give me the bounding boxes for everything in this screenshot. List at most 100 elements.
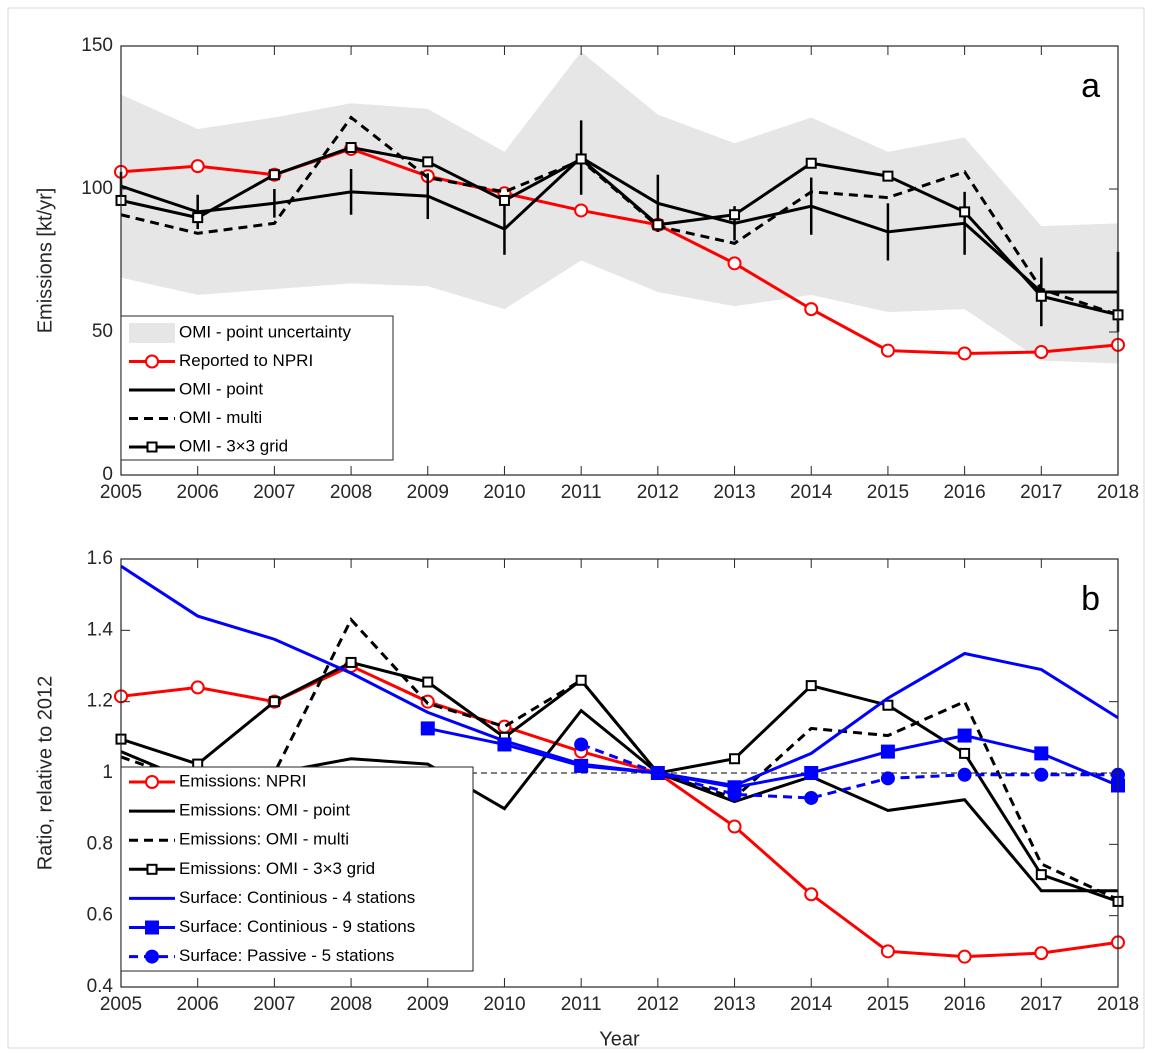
- legend-label: Emissions: OMI - 3×3 grid: [179, 859, 375, 878]
- marker: [145, 775, 159, 789]
- marker: [422, 676, 434, 688]
- x-tick-label: 2011: [561, 482, 602, 503]
- marker: [729, 753, 741, 765]
- legend-label: OMI - point uncertainty: [179, 322, 351, 341]
- marker: [422, 156, 434, 168]
- marker: [575, 153, 587, 165]
- panel-label: b: [1081, 580, 1100, 618]
- marker: [804, 887, 819, 902]
- x-tick-label: 2008: [330, 482, 372, 503]
- series-line: [427, 726, 1119, 789]
- marker: [804, 766, 819, 780]
- x-tick-label: 2009: [407, 482, 449, 503]
- marker: [1034, 746, 1049, 761]
- marker: [880, 771, 895, 786]
- y-tick-label: 1.4: [87, 619, 114, 640]
- legend-label: Surface: Continious - 9 stations: [179, 917, 415, 936]
- axes-box: [120, 45, 1119, 476]
- marker: [268, 696, 280, 708]
- x-tick-label: 2015: [867, 994, 909, 1015]
- marker: [420, 721, 435, 736]
- series-line: [120, 115, 1119, 317]
- x-tick-label: 2006: [177, 994, 219, 1015]
- y-tick-label: 0.4: [87, 976, 114, 997]
- marker: [1035, 290, 1047, 302]
- marker: [957, 346, 972, 361]
- x-tick-label: 2011: [561, 994, 602, 1015]
- series-line: [120, 660, 1119, 903]
- x-tick-label: 2018: [1097, 994, 1139, 1015]
- x-tick-label: 2018: [1097, 482, 1139, 503]
- marker: [882, 170, 894, 182]
- marker: [574, 203, 589, 218]
- x-tick-label: 2014: [790, 482, 833, 503]
- marker: [727, 787, 742, 802]
- marker: [727, 256, 742, 271]
- marker: [190, 680, 205, 695]
- legend-label: Surface: Continious - 4 stations: [179, 888, 415, 907]
- x-tick-label: 2010: [483, 482, 525, 503]
- x-tick-label: 2016: [943, 482, 985, 503]
- y-tick-label: 0.6: [87, 905, 113, 926]
- y-tick-label: 100: [81, 178, 113, 199]
- y-tick-label: 1.6: [87, 548, 113, 569]
- panel-label: a: [1081, 67, 1100, 105]
- x-tick-label: 2007: [253, 994, 295, 1015]
- series-line: [580, 743, 1118, 800]
- legend-label: Emissions: OMI - multi: [179, 830, 349, 849]
- y-tick-label: 50: [92, 321, 113, 342]
- y-tick-label: 1.2: [87, 691, 113, 712]
- marker: [880, 343, 895, 358]
- marker: [145, 354, 159, 369]
- y-axis-label: Emissions [kt/yr]: [34, 188, 56, 334]
- marker: [146, 863, 158, 875]
- marker: [727, 819, 742, 834]
- y-tick-label: 150: [81, 35, 113, 56]
- x-tick-label: 2017: [1020, 994, 1062, 1015]
- legend-label: Surface: Passive - 5 stations: [179, 946, 394, 965]
- y-axis-label: Ratio, relative to 2012: [34, 676, 56, 871]
- legend-label: Reported to NPRI: [179, 351, 313, 370]
- x-tick-label: 2005: [100, 482, 142, 503]
- x-tick-label: 2015: [867, 482, 909, 503]
- legend-label: Emissions: NPRI: [179, 771, 307, 790]
- marker: [652, 219, 664, 231]
- marker: [1034, 946, 1049, 961]
- series-line: [120, 145, 1119, 317]
- x-tick-label: 2009: [407, 994, 449, 1015]
- y-tick-label: 0.8: [87, 833, 113, 854]
- marker: [959, 747, 971, 759]
- marker: [1034, 345, 1049, 360]
- marker: [957, 949, 972, 964]
- marker: [574, 737, 589, 752]
- marker: [1035, 869, 1047, 881]
- legend-swatch: [129, 323, 175, 343]
- y-tick-label: 0: [102, 464, 113, 485]
- marker: [880, 944, 895, 959]
- x-tick-label: 2016: [943, 994, 985, 1015]
- x-tick-label: 2010: [483, 994, 525, 1015]
- legend-label: OMI - point: [179, 379, 263, 398]
- marker: [882, 699, 894, 711]
- legend-label: OMI - multi: [179, 408, 262, 427]
- x-tick-label: 2012: [637, 994, 679, 1015]
- series-line: [120, 617, 1119, 901]
- x-tick-label: 2017: [1020, 482, 1062, 503]
- marker: [145, 920, 159, 935]
- marker: [575, 674, 587, 686]
- marker: [192, 212, 204, 224]
- x-tick-label: 2014: [790, 994, 833, 1015]
- marker: [729, 209, 741, 221]
- marker: [497, 737, 512, 752]
- legend-label: OMI - 3×3 grid: [179, 436, 288, 455]
- legend-box: [120, 766, 474, 972]
- x-tick-label: 2013: [713, 994, 755, 1015]
- marker: [880, 744, 895, 759]
- marker: [1034, 767, 1049, 782]
- uncertainty-band: [121, 51, 1118, 364]
- marker: [957, 728, 972, 743]
- y-tick-label: 1: [102, 762, 113, 783]
- marker: [145, 949, 159, 964]
- marker: [804, 302, 819, 317]
- legend-label: Emissions: OMI - point: [179, 801, 350, 820]
